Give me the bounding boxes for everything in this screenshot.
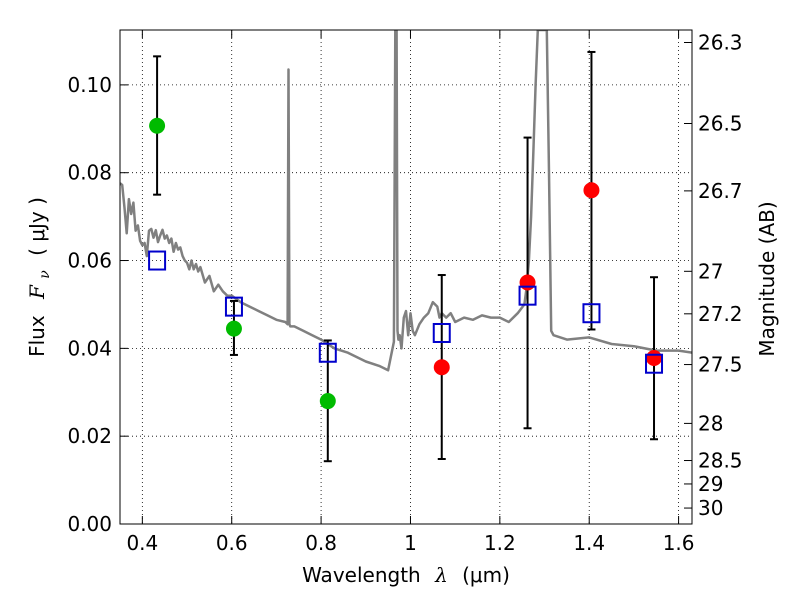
y-axis-label-unit: ( μJy ) <box>25 197 49 256</box>
y-tick-label: 0.04 <box>67 336 112 360</box>
model-photometry-point <box>432 322 451 343</box>
mag-tick-label: 27.5 <box>698 353 743 377</box>
mag-tick-label: 26.3 <box>698 30 743 54</box>
data-point <box>225 320 242 337</box>
x-tick-label: 1.4 <box>573 531 605 555</box>
model-spectrum <box>120 30 692 372</box>
y-axis-label-subscript: ν <box>37 270 53 279</box>
data-point <box>319 393 336 410</box>
model-photometry-point <box>582 303 601 324</box>
x-tick-label: 0.4 <box>126 531 158 555</box>
data-point <box>433 359 450 376</box>
x-axis-label-unit: (μm) <box>462 563 510 587</box>
mag-tick-label: 29 <box>698 472 723 496</box>
y-tick-label: 0.08 <box>67 161 112 185</box>
data-markers <box>148 117 664 410</box>
data-point <box>149 117 166 134</box>
x-tick-label: 0.6 <box>216 531 248 555</box>
model-photometry-point <box>518 285 537 306</box>
model-photometry-point <box>645 353 664 374</box>
model-photometry-point <box>148 250 167 271</box>
mag-tick-label: 28.5 <box>698 449 743 473</box>
y-axis-label-symbol: F <box>25 284 49 300</box>
y-tick-label: 0.00 <box>67 512 112 536</box>
model-photometry-point <box>224 296 243 317</box>
data-point <box>519 274 536 291</box>
grid <box>120 30 692 524</box>
y-tick-label: 0.02 <box>67 424 112 448</box>
x-tick-label: 1.6 <box>663 531 695 555</box>
mag-tick-label: 30 <box>698 496 723 520</box>
mag-tick-label: 27 <box>698 259 723 283</box>
data-point <box>646 350 663 367</box>
x-axis-label: Wavelength λ (μm) <box>302 563 510 587</box>
mag-tick-label: 26.7 <box>698 179 743 203</box>
y-axis-label: Flux F ν ( μJy ) <box>25 197 54 357</box>
model-spectrum-line <box>120 30 692 372</box>
y-axis-label-prefix: Flux <box>25 315 49 357</box>
y-tick-label: 0.06 <box>67 249 112 273</box>
x-axis-label-symbol: λ <box>434 563 448 587</box>
model-photometry-point <box>318 342 337 363</box>
x-tick-label: 1 <box>404 531 417 555</box>
mag-tick-label: 28 <box>698 411 723 435</box>
error-bars <box>153 50 659 463</box>
x-tick-label: 1.2 <box>484 531 516 555</box>
y2-axis-label: Magnitude (AB) <box>755 201 779 356</box>
x-tick-label: 0.8 <box>305 531 337 555</box>
data-point <box>583 182 600 199</box>
plot-frame <box>119 29 693 525</box>
y-tick-label: 0.10 <box>67 73 112 97</box>
mag-tick-label: 27.2 <box>698 302 743 326</box>
x-axis-label-prefix: Wavelength <box>302 563 421 587</box>
ticks: 0.4 0.6 0.8 1 1.2 1.4 1.6 0.00 0.02 0.04 0.06 0.08 0… <box>67 30 743 555</box>
mag-tick-label: 26.5 <box>698 112 743 136</box>
